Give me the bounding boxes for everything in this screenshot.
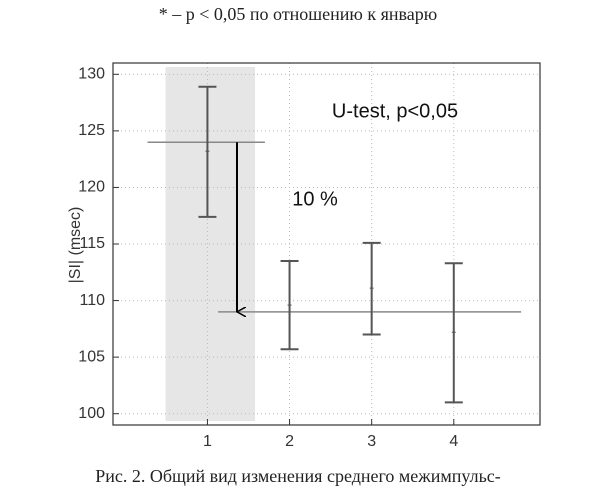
error-bar xyxy=(362,241,381,336)
plot-frame xyxy=(112,62,541,426)
y-tick-label: 120 xyxy=(78,179,105,196)
error-bar xyxy=(198,85,217,218)
error-bar xyxy=(444,262,463,404)
y-tick-label: 100 xyxy=(78,405,105,422)
x-tick-label: 1 xyxy=(203,433,212,450)
annotation: 10 % xyxy=(292,188,338,210)
y-tick-label: 110 xyxy=(79,292,105,309)
y-tick-label: 115 xyxy=(79,235,105,252)
x-tick-label: 2 xyxy=(285,433,294,450)
annotation: U-test, p<0,05 xyxy=(332,100,458,122)
x-tick-label: 4 xyxy=(449,433,458,450)
x-tick-label: 3 xyxy=(367,433,376,450)
caption: Рис. 2. Общий вид изменения среднего меж… xyxy=(95,466,501,486)
header: * – p < 0,05 по отношению к январю xyxy=(159,4,437,24)
y-tick-label: 105 xyxy=(78,348,105,365)
y-axis-label: |SI| (msec) xyxy=(67,207,84,284)
y-tick-label: 125 xyxy=(78,122,105,139)
y-tick-label: 130 xyxy=(78,66,105,83)
shaded-region xyxy=(165,67,256,421)
